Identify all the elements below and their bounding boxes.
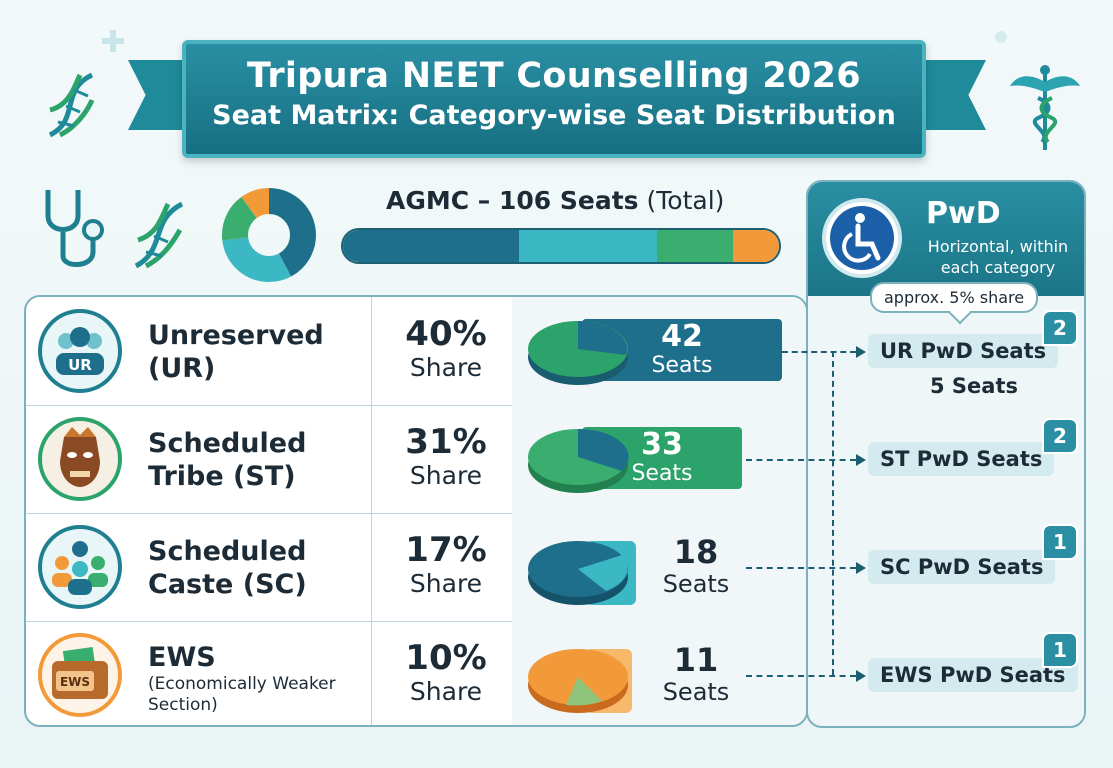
pwd-subtitle: Horizontal, within each category	[927, 237, 1069, 277]
community-icon	[38, 525, 122, 609]
share-label: Share	[409, 677, 483, 706]
share-cell: 40% Share	[371, 315, 521, 383]
connector-line	[782, 351, 856, 353]
arrow-icon	[856, 670, 866, 682]
category-name: Unreserved (UR)	[148, 319, 324, 385]
pwd-count-badge: 1	[1042, 632, 1078, 668]
ur-pwd-total: 5 Seats	[930, 374, 1018, 398]
total-label: AGMC – 106 Seats (Total)	[386, 186, 724, 215]
pie-icon	[528, 649, 632, 713]
share-label: Share	[409, 569, 483, 598]
dna-icon	[48, 72, 95, 138]
stethoscope-icon	[45, 190, 104, 267]
category-name: Scheduled Caste (SC)	[148, 535, 307, 601]
table-row: EWS EWS (Economically Weaker Section) 10…	[26, 621, 806, 725]
share-percent: 31%	[405, 422, 487, 462]
category-name-line1: Unreserved	[148, 320, 324, 351]
group-icon: UR	[38, 309, 122, 393]
seats-value: 33	[641, 427, 683, 462]
donut-chart-icon	[222, 188, 316, 282]
page-title: Tripura NEET Counselling 2026	[247, 56, 861, 96]
wallet-icon: EWS	[38, 633, 122, 717]
pie-icon	[528, 321, 628, 385]
seats-value: 42	[661, 319, 703, 354]
share-label: Share	[409, 461, 483, 490]
pwd-header: PwD Horizontal, within each category	[808, 182, 1084, 296]
total-bar-segment-st	[519, 230, 658, 262]
dot-icon	[995, 31, 1007, 43]
total-label-rest: (Total)	[646, 186, 725, 215]
table-row: Scheduled Caste (SC) 17% Share 18 Seats	[26, 513, 806, 622]
category-name: Scheduled Tribe (ST)	[148, 427, 306, 493]
pwd-seats-st: ST PwD Seats	[868, 442, 1055, 476]
arrow-icon	[856, 562, 866, 574]
seats-value: 11	[673, 641, 719, 679]
seats-value: 18	[673, 533, 719, 571]
connector-line	[832, 351, 834, 675]
pwd-count-badge: 2	[1042, 418, 1078, 454]
category-name-line2: (Economically Weaker	[148, 674, 336, 694]
pwd-seats-ur: UR PwD Seats	[868, 334, 1059, 368]
seats-label: Seats	[662, 570, 730, 598]
dna-icon	[134, 201, 184, 269]
seats-label: Seats	[651, 353, 713, 378]
seats-cell: 11 Seats	[654, 643, 738, 707]
table-row: Scheduled Tribe (ST) 31% Share 33 Seats	[26, 405, 806, 514]
plus-icon	[102, 30, 124, 52]
caduceus-icon	[1010, 65, 1080, 150]
category-name-line3: Section)	[148, 695, 218, 715]
share-cell: 17% Share	[371, 531, 521, 599]
pie-icon	[528, 541, 636, 605]
pwd-title: PwD	[926, 196, 1001, 231]
total-bar-segment-ews	[732, 230, 779, 262]
share-percent: 17%	[405, 530, 487, 570]
title-banner: Tripura NEET Counselling 2026 Seat Matri…	[182, 40, 926, 158]
category-name-line1: EWS	[148, 642, 216, 673]
seats-label: Seats	[662, 678, 730, 706]
category-name-line1: Scheduled	[148, 536, 307, 567]
category-name-line2: Tribe (ST)	[148, 461, 296, 492]
share-percent: 10%	[405, 638, 487, 678]
total-stacked-bar	[341, 228, 781, 264]
connector-line	[746, 567, 856, 569]
pwd-count-badge: 1	[1042, 524, 1078, 560]
ews-icon-label: EWS	[60, 675, 90, 689]
pie-icon	[528, 428, 629, 493]
arrow-icon	[856, 454, 866, 466]
ur-icon-label: UR	[68, 356, 92, 374]
total-bar-segment-sc	[657, 230, 733, 262]
category-name-line1: Scheduled	[148, 428, 307, 459]
category-name-line2: Caste (SC)	[148, 569, 307, 600]
arrow-icon	[856, 346, 866, 358]
wheelchair-icon	[822, 198, 902, 278]
seats-label: Seats	[631, 461, 693, 486]
page-subtitle: Seat Matrix: Category-wise Seat Distribu…	[212, 100, 896, 131]
share-cell: 31% Share	[371, 423, 521, 491]
tribal-mask-icon	[38, 417, 122, 501]
total-bar-segment-ur	[343, 230, 520, 262]
share-percent: 40%	[405, 314, 487, 354]
share-cell: 10% Share	[371, 639, 521, 707]
pwd-count-badge: 2	[1042, 310, 1078, 346]
seats-cell: 18 Seats	[654, 535, 738, 599]
connector-line	[746, 675, 856, 677]
share-label: Share	[409, 353, 483, 382]
total-label-bold: AGMC – 106 Seats	[386, 186, 639, 215]
table-row: UR Unreserved (UR) 40% Share 42 Seats	[26, 297, 806, 406]
pwd-seats-sc: SC PwD Seats	[868, 550, 1056, 584]
approx-callout: approx. 5% share	[870, 282, 1039, 313]
category-name: EWS (Economically Weaker Section)	[148, 641, 336, 716]
category-table: UR Unreserved (UR) 40% Share 42 Seats	[24, 295, 808, 727]
category-name-line2: (UR)	[148, 353, 216, 384]
connector-line	[746, 459, 856, 461]
